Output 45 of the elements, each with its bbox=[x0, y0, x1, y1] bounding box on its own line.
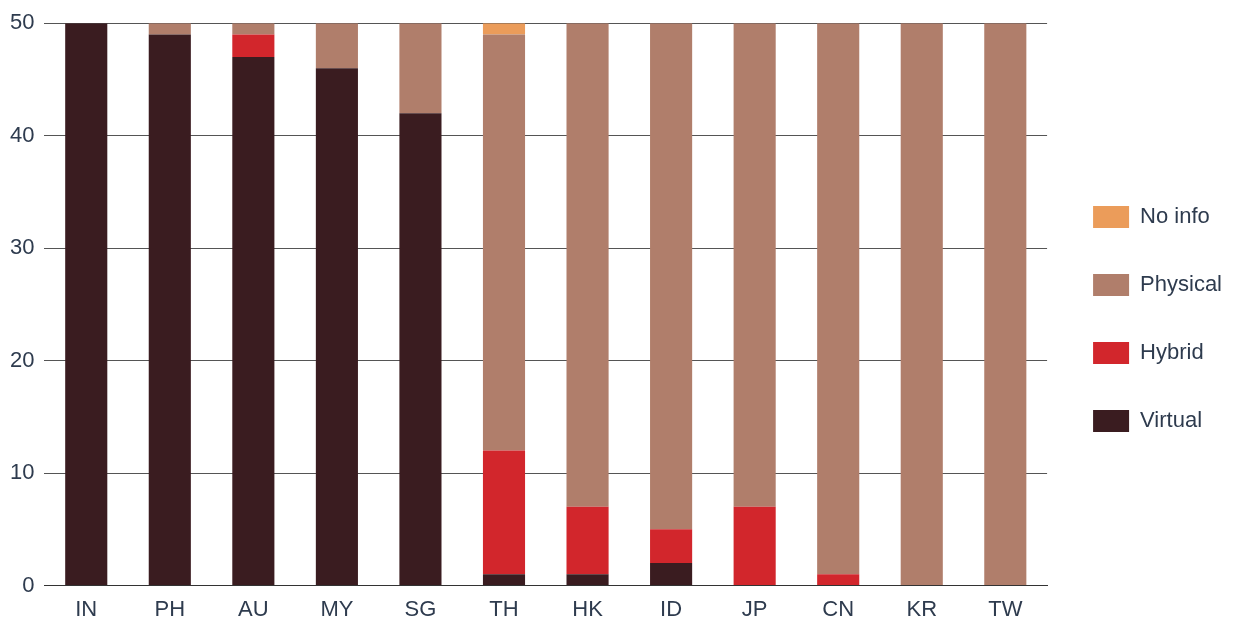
y-tick-label: 40 bbox=[9, 121, 35, 147]
bar bbox=[817, 574, 860, 586]
legend-label: No info bbox=[1140, 203, 1210, 229]
bar bbox=[315, 23, 358, 69]
x-tick-label: AU bbox=[238, 595, 269, 621]
legend-label: Hybrid bbox=[1140, 339, 1204, 365]
bar bbox=[900, 23, 943, 586]
bar bbox=[482, 574, 526, 586]
x-tick-label: SG bbox=[404, 595, 437, 621]
bar bbox=[566, 506, 609, 575]
bar bbox=[148, 34, 191, 586]
bar bbox=[733, 506, 776, 586]
bar bbox=[482, 450, 526, 575]
x-tick-label: TH bbox=[489, 595, 519, 621]
y-tick-label: 10 bbox=[9, 459, 35, 485]
x-tick-label: JP bbox=[741, 595, 768, 621]
bar bbox=[315, 68, 358, 586]
bar bbox=[232, 56, 275, 586]
bar bbox=[650, 23, 693, 530]
legend-label: Virtual bbox=[1140, 407, 1203, 433]
bar bbox=[482, 34, 526, 451]
y-tick-label: 30 bbox=[9, 234, 35, 260]
bar bbox=[650, 563, 693, 586]
x-tick-label: IN bbox=[75, 595, 98, 621]
x-tick-label: KR bbox=[906, 595, 938, 621]
bar bbox=[733, 23, 776, 507]
bar bbox=[65, 23, 108, 586]
x-tick-label: CN bbox=[822, 595, 855, 621]
bar bbox=[232, 34, 275, 57]
y-tick-label: 50 bbox=[9, 9, 35, 35]
y-tick-label: 0 bbox=[22, 571, 35, 597]
bar bbox=[399, 113, 442, 586]
x-tick-label: TW bbox=[988, 595, 1023, 621]
bar bbox=[650, 529, 693, 564]
bar bbox=[399, 23, 442, 114]
x-tick-label: HK bbox=[572, 595, 604, 621]
bar bbox=[984, 23, 1027, 586]
bar bbox=[566, 23, 609, 507]
bar bbox=[817, 23, 860, 575]
x-tick-label: ID bbox=[660, 595, 683, 621]
bar bbox=[566, 574, 609, 586]
x-tick-label: PH bbox=[154, 595, 186, 621]
x-tick-label: MY bbox=[320, 595, 354, 621]
y-tick-label: 20 bbox=[9, 346, 35, 372]
legend-label: Physical bbox=[1140, 271, 1222, 297]
